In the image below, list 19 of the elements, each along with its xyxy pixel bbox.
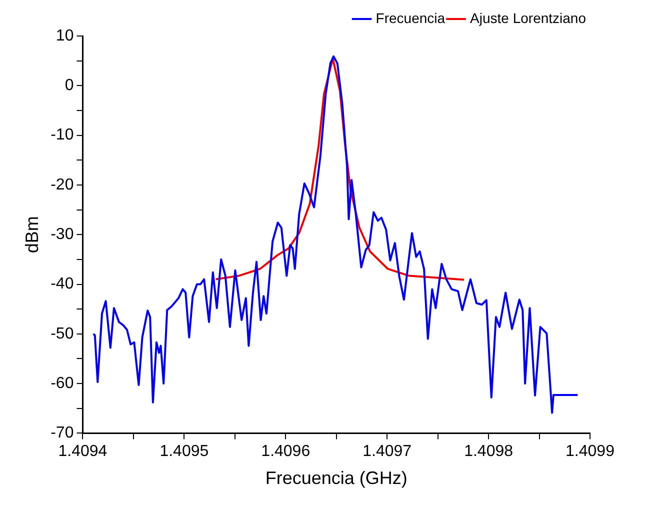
x-tick-label: 1.4099: [566, 443, 615, 460]
y-tick-label: -50: [50, 325, 74, 342]
y-tick-label: 0: [64, 77, 74, 94]
y-tick-label: -10: [50, 126, 74, 144]
legend-label: Frecuencia: [376, 10, 446, 26]
x-tick-label: 1.4096: [261, 443, 310, 460]
x-tick-label: 1.4094: [58, 443, 108, 460]
y-tick-label: -40: [50, 276, 74, 293]
y-tick-label: -70: [50, 424, 74, 442]
x-tick-label: 1.4098: [464, 443, 514, 460]
legend-label: Ajuste Lorentziano: [470, 10, 586, 26]
y-tick-label: 10: [56, 27, 74, 44]
x-axis-title: Frecuencia (GHz): [265, 468, 408, 488]
x-tick-label: 1.4097: [362, 443, 412, 460]
y-axis-title: dBm: [22, 216, 42, 254]
x-tick-label: 1.4095: [160, 443, 209, 460]
y-tick-label: -60: [50, 374, 74, 392]
y-tick-label: -20: [50, 176, 74, 194]
y-tick-label: -30: [50, 226, 74, 244]
